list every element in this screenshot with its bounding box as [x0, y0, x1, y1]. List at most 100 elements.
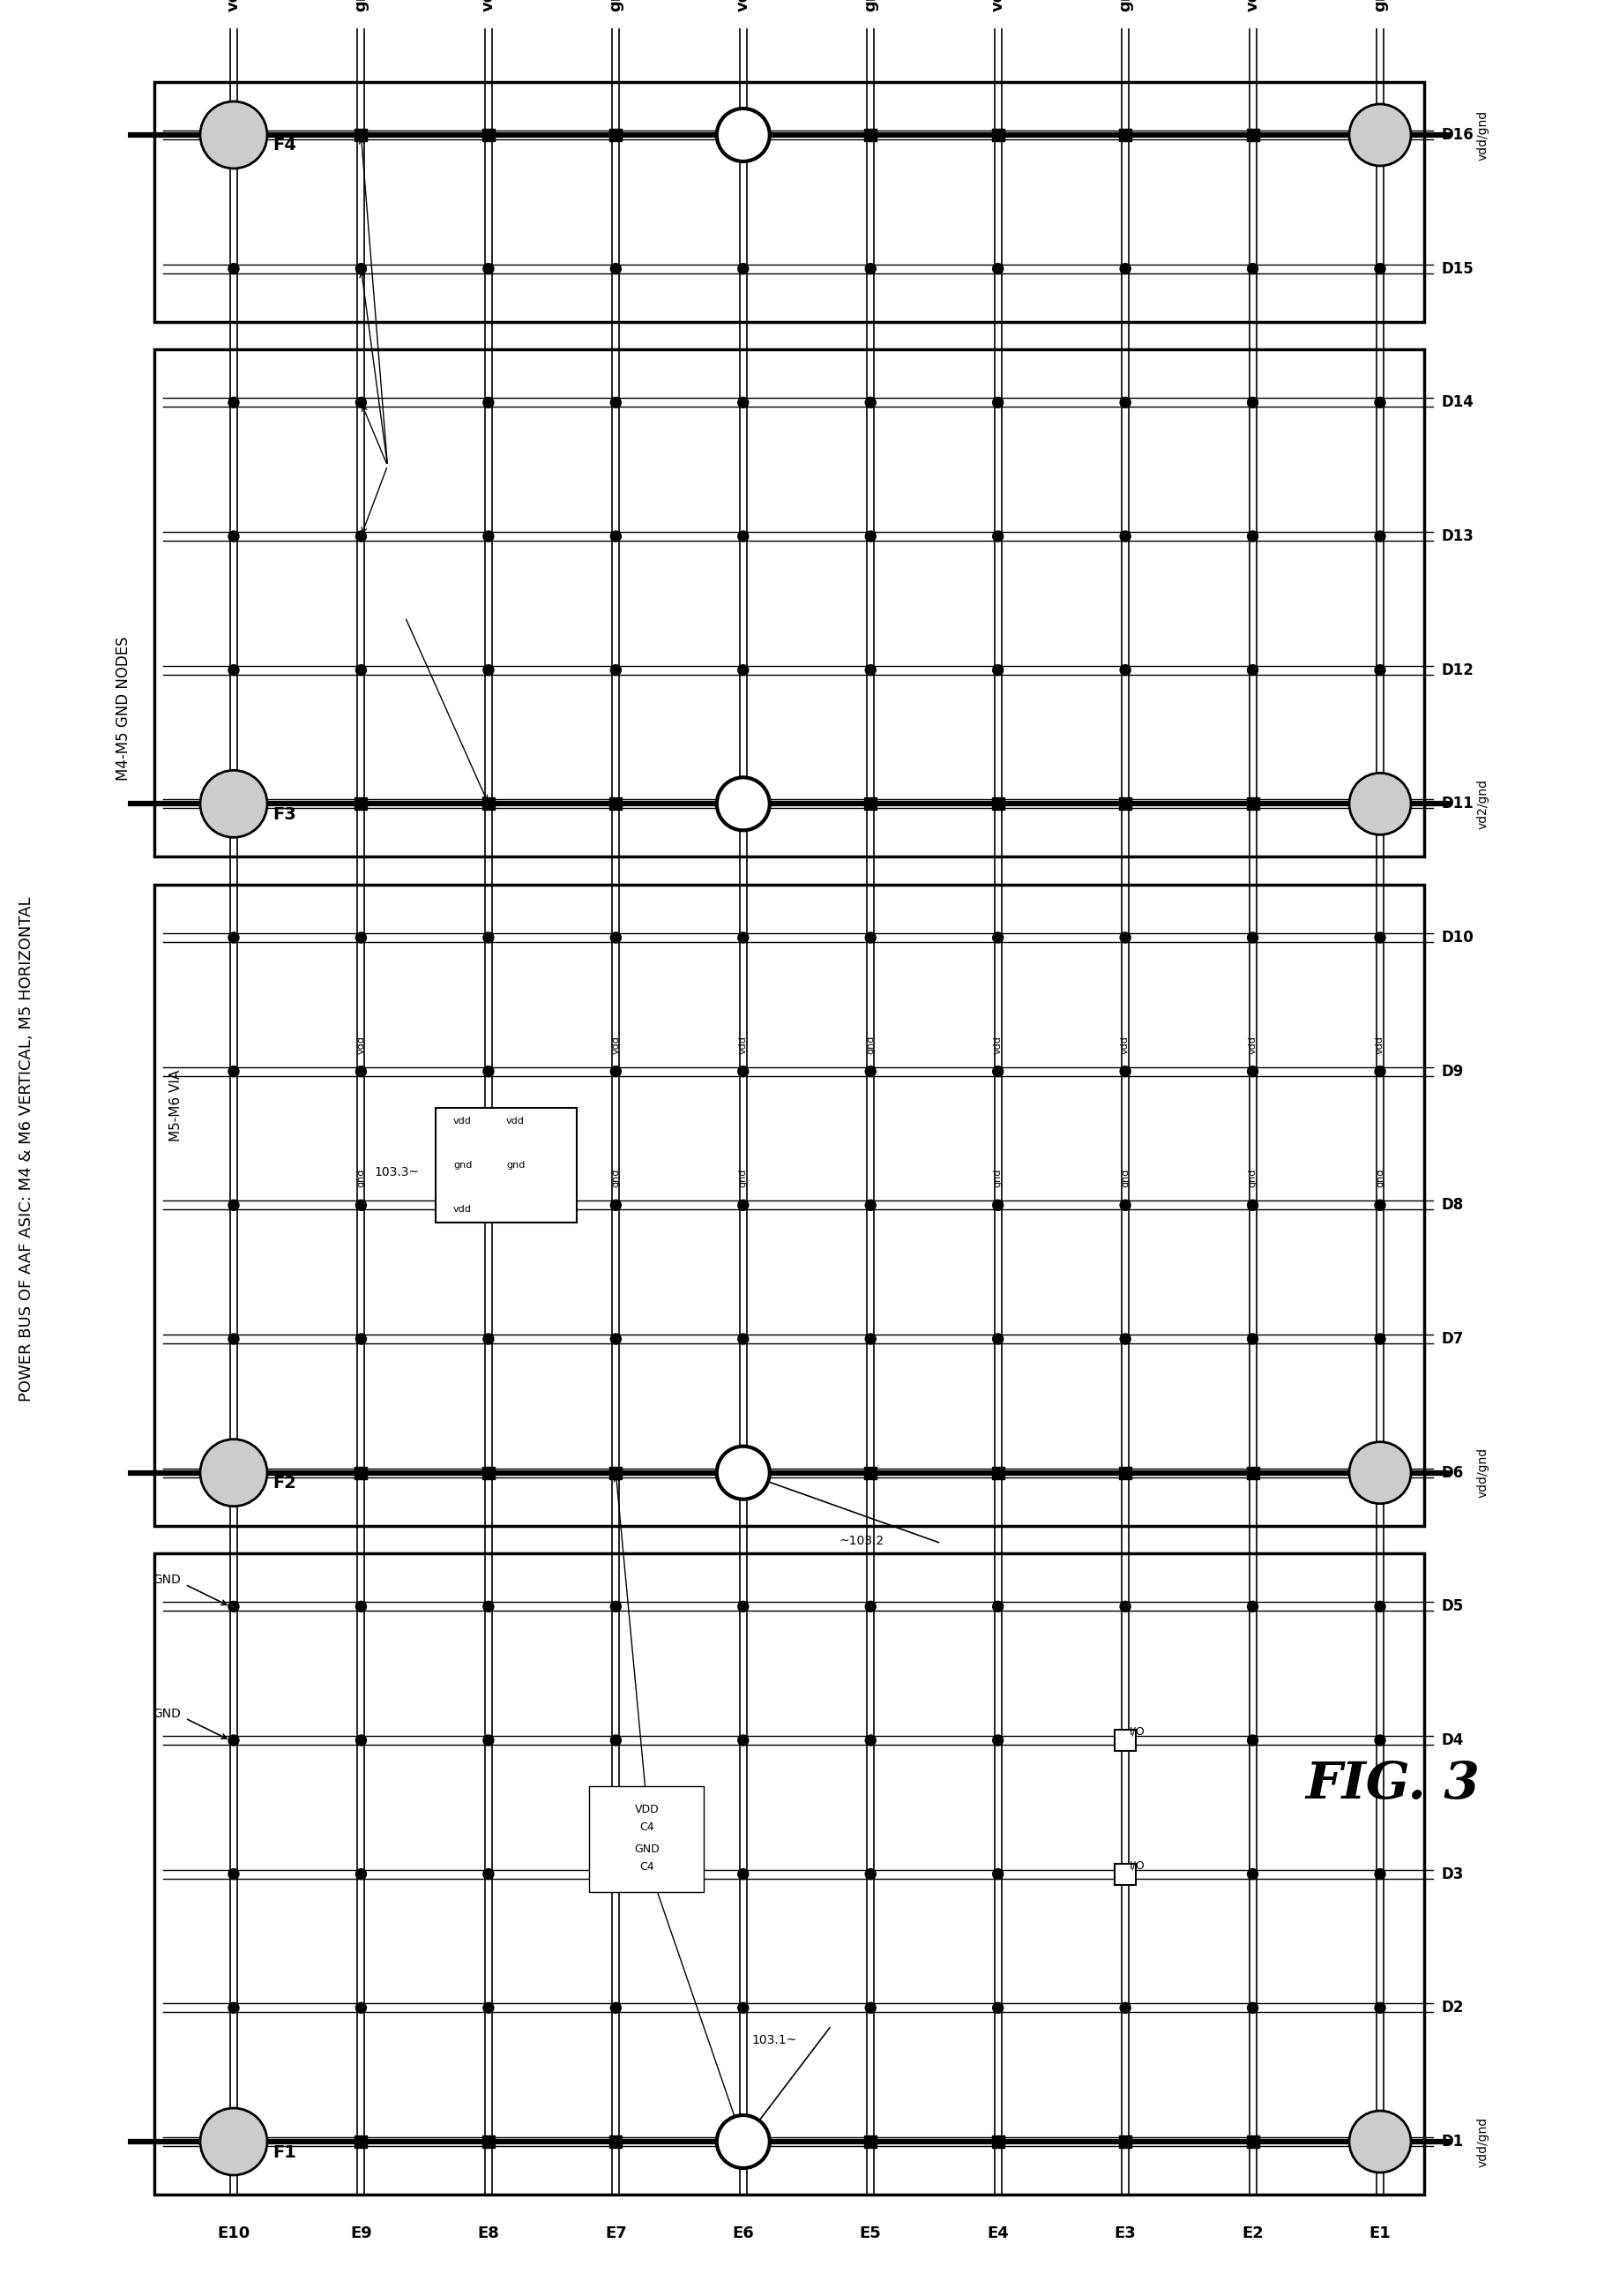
Circle shape [1248, 1869, 1257, 1880]
Text: F1: F1 [272, 2144, 297, 2161]
Text: F4: F4 [272, 138, 297, 154]
Circle shape [993, 1869, 1003, 1880]
Text: C4: C4 [640, 1860, 654, 1871]
Circle shape [866, 666, 875, 675]
Circle shape [866, 1334, 875, 1343]
Circle shape [1248, 397, 1257, 409]
Circle shape [484, 397, 493, 409]
Bar [355, 1467, 368, 1479]
Bar [609, 1467, 622, 1479]
Bar [609, 2135, 622, 2147]
Circle shape [611, 2002, 621, 2014]
Bar [1246, 1467, 1259, 1479]
Circle shape [738, 1869, 748, 1880]
Bar [991, 2135, 1004, 2147]
Circle shape [200, 771, 268, 838]
Bar [355, 2135, 368, 2147]
Bar [737, 2135, 750, 2147]
Text: E9: E9 [350, 2225, 372, 2241]
Text: M5-M6 VIA: M5-M6 VIA [169, 1070, 184, 1141]
Bar [482, 129, 495, 140]
Circle shape [229, 1736, 239, 1745]
Circle shape [356, 932, 366, 944]
Circle shape [993, 2002, 1003, 2014]
Text: 103.1~: 103.1~ [753, 2034, 798, 2046]
Circle shape [1248, 264, 1257, 273]
Text: D1: D1 [1441, 2133, 1464, 2149]
Bar [737, 1467, 750, 1479]
Bar [482, 1467, 495, 1479]
Circle shape [1375, 1869, 1385, 1880]
Circle shape [1120, 1065, 1130, 1077]
Text: gnd: gnd [862, 0, 879, 11]
Bar [864, 129, 877, 140]
Circle shape [717, 2115, 769, 2167]
Circle shape [611, 1334, 621, 1343]
Bar [991, 1467, 1004, 1479]
Text: vdd: vdd [1375, 1035, 1385, 1054]
Text: E3: E3 [1114, 2225, 1136, 2241]
Circle shape [611, 666, 621, 675]
Bar [991, 797, 1004, 810]
Circle shape [611, 1736, 621, 1745]
Circle shape [1248, 1736, 1257, 1745]
Bar [991, 129, 1004, 140]
Circle shape [611, 397, 621, 409]
Bar [1246, 129, 1259, 140]
Text: D7: D7 [1441, 1332, 1464, 1348]
Circle shape [611, 932, 621, 944]
Text: D8: D8 [1441, 1196, 1464, 1212]
Bar [1246, 2135, 1259, 2147]
Circle shape [738, 1201, 748, 1210]
Bar [435, 1109, 577, 1224]
Text: vdd/gnd: vdd/gnd [1477, 110, 1489, 161]
Circle shape [866, 2002, 875, 2014]
Bar [864, 2135, 877, 2147]
Circle shape [1375, 1600, 1385, 1612]
Circle shape [866, 1736, 875, 1745]
Circle shape [356, 1065, 366, 1077]
Circle shape [866, 1869, 875, 1880]
Circle shape [738, 530, 748, 542]
Text: gnd: gnd [453, 1162, 472, 1171]
Circle shape [484, 2002, 493, 2014]
Bar [227, 2135, 240, 2147]
Text: gnd: gnd [1248, 1169, 1257, 1187]
Circle shape [1120, 932, 1130, 944]
Circle shape [738, 1600, 748, 1612]
Circle shape [1375, 1201, 1385, 1210]
Circle shape [356, 264, 366, 273]
Circle shape [738, 264, 748, 273]
Circle shape [1120, 1334, 1130, 1343]
Circle shape [200, 101, 268, 168]
Circle shape [993, 1065, 1003, 1077]
Circle shape [229, 666, 239, 675]
Text: 103.3~: 103.3~ [374, 1166, 419, 1178]
Circle shape [484, 1201, 493, 1210]
Circle shape [1120, 1869, 1130, 1880]
Circle shape [1375, 397, 1385, 409]
Bar [155, 83, 1423, 321]
Bar [864, 797, 877, 810]
Circle shape [229, 264, 239, 273]
Circle shape [229, 1201, 239, 1210]
Circle shape [611, 1600, 621, 1612]
Circle shape [1248, 932, 1257, 944]
Text: vdd: vdd [1120, 1035, 1130, 1054]
Circle shape [993, 1600, 1003, 1612]
Text: vdd: vdd [735, 0, 751, 11]
Circle shape [1349, 1442, 1410, 1504]
Text: E4: E4 [987, 2225, 1009, 2241]
Circle shape [1248, 530, 1257, 542]
Text: vdd: vdd [738, 1035, 748, 1054]
Circle shape [1349, 103, 1410, 165]
Circle shape [356, 1600, 366, 1612]
Text: vdd: vdd [1248, 1035, 1257, 1054]
Text: POWER BUS OF AAF ASIC: M4 & M6 VERTICAL, M5 HORIZONTAL: POWER BUS OF AAF ASIC: M4 & M6 VERTICAL,… [18, 898, 34, 1403]
Text: D12: D12 [1441, 661, 1475, 677]
Bar [227, 129, 240, 140]
Circle shape [1248, 1065, 1257, 1077]
Circle shape [738, 397, 748, 409]
Bar [482, 797, 495, 810]
Bar [1373, 797, 1386, 810]
